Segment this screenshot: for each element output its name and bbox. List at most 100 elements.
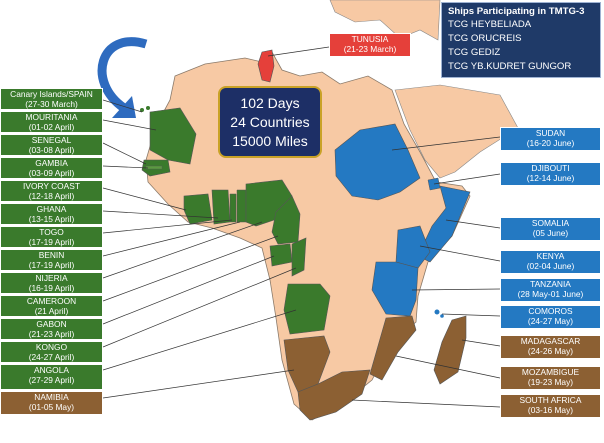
- label-name: KENYA: [536, 251, 565, 261]
- benin-region: [236, 189, 247, 223]
- tanzania-region: [371, 261, 419, 317]
- label-dates: (03-16 May): [527, 405, 574, 415]
- stats-panel: 102 Days 24 Countries 15000 Miles: [218, 86, 322, 158]
- label-dates: (19-23 May): [527, 377, 574, 387]
- label-name: CAMEROON: [26, 296, 77, 306]
- route-arrow: [97, 37, 148, 112]
- label-dates: (24-26 May): [527, 346, 574, 356]
- label-dates: (12-14 June): [526, 173, 575, 183]
- label-ivory-coast: IVORY COAST (12-18 April): [0, 180, 103, 202]
- label-namibia: NAMIBIA (01-05 May): [0, 391, 103, 415]
- label-kenya: KENYA (02-04 June): [500, 250, 601, 274]
- stats-countries: 24 Countries: [230, 114, 310, 130]
- kenya-region: [395, 225, 431, 269]
- leader-lines: [102, 46, 501, 408]
- label-mozambique: MOZAMBIGUE (19-23 May): [500, 366, 601, 390]
- gambia-region: [145, 165, 163, 170]
- label-name: ANGOLA: [34, 365, 69, 375]
- canary-island: [140, 108, 144, 112]
- label-name: IVORY COAST: [23, 181, 80, 191]
- label-angola: ANGOLA (27-29 April): [0, 364, 103, 390]
- label-nigeria: NIJERIA (16-19 April): [0, 272, 103, 294]
- label-dates: (02-04 June): [526, 261, 575, 271]
- label-sudan: SUDAN (16-20 June): [500, 127, 601, 151]
- sudan-region: [334, 123, 421, 201]
- label-canary: Canary Islands/SPAIN (27-30 March): [0, 88, 103, 110]
- ship-name: TCG GEDIZ: [448, 47, 501, 58]
- label-dates: (17-19 April): [28, 237, 75, 247]
- label-name: NAMIBIA: [34, 392, 69, 402]
- label-dates: (17-19 April): [28, 260, 75, 270]
- comoros-island: [434, 309, 440, 315]
- label-dates: (05 June): [532, 228, 569, 238]
- kongo-region: [291, 237, 307, 277]
- label-name: SUDAN: [535, 128, 566, 138]
- label-name: MOZAMBIGUE: [521, 367, 580, 377]
- label-dates: (24-27 May): [527, 316, 574, 326]
- label-ghana: GHANA (13-15 April): [0, 203, 103, 225]
- label-name: MADAGASCAR: [520, 336, 581, 346]
- label-comoros: COMOROS (24-27 May): [500, 305, 601, 329]
- label-dates: (13-15 April): [28, 214, 75, 224]
- label-name: GHANA: [36, 204, 67, 214]
- label-dates: (01-02 April): [28, 122, 75, 132]
- stats-miles: 15000 Miles: [232, 133, 308, 149]
- label-gambia: GAMBIA (03-09 April): [0, 157, 103, 179]
- stats-days: 102 Days: [240, 95, 300, 111]
- label-name: TANZANIA: [530, 279, 571, 289]
- label-togo: TOGO (17-19 April): [0, 226, 103, 248]
- label-dates: (28 May-01 June): [517, 289, 584, 299]
- gabon-region: [269, 243, 293, 267]
- ships-panel: Ships Participating in TMTG-3 TCG HEYBEL…: [441, 2, 601, 78]
- ships-title: Ships Participating in TMTG-3: [448, 6, 585, 17]
- angola-region: [283, 283, 331, 335]
- ivory-coast-region: [183, 193, 213, 225]
- label-dates: (12-18 April): [28, 191, 75, 201]
- label-tunisia: TUNUSIA (21-23 March): [329, 33, 411, 57]
- label-name: SENEGAL: [31, 135, 72, 145]
- label-benin: BENIN (17-19 April): [0, 249, 103, 271]
- label-name: BENIN: [38, 250, 65, 260]
- label-somalia: SOMALIA (05 June): [500, 217, 601, 241]
- comoros-island: [440, 314, 444, 318]
- label-cameroon: CAMEROON (21 April): [0, 295, 103, 317]
- label-dates: (16-20 June): [526, 138, 575, 148]
- ghana-region: [211, 189, 231, 225]
- label-djibouti: DJIBOUTI (12-14 June): [500, 162, 601, 186]
- label-south-africa: SOUTH AFRICA (03-16 May): [500, 394, 601, 418]
- ship-name: TCG HEYBELIADA: [448, 19, 532, 30]
- tunisia-region: [257, 49, 275, 83]
- label-name: TOGO: [39, 227, 64, 237]
- arabia-landmass: [394, 84, 519, 179]
- label-name: NIJERIA: [35, 273, 68, 283]
- label-name: SOMALIA: [531, 218, 570, 228]
- route-arrow-head: [112, 96, 136, 118]
- label-name: MOURITANIA: [25, 112, 78, 122]
- label-senegal: SENEGAL (03-08 April): [0, 134, 103, 156]
- label-name: DJIBOUTI: [531, 163, 570, 173]
- label-dates: (16-19 April): [28, 283, 75, 293]
- label-dates: (03-09 April): [28, 168, 75, 178]
- label-name: Canary Islands/SPAIN: [10, 89, 93, 99]
- mozambique-region: [369, 315, 417, 381]
- label-kongo: KONGO (24-27 April): [0, 341, 103, 363]
- label-dates: (27-29 April): [28, 375, 75, 385]
- label-name: KONGO: [35, 342, 68, 352]
- mauritania-region: [149, 107, 197, 165]
- label-name: GABON: [36, 319, 67, 329]
- canary-island: [146, 106, 150, 110]
- label-name: SOUTH AFRICA: [519, 395, 582, 405]
- label-madagascar: MADAGASCAR (24-26 May): [500, 335, 601, 359]
- south-africa-region: [297, 369, 371, 421]
- label-mauritania: MOURITANIA (01-02 April): [0, 111, 103, 133]
- label-name: TUNUSIA: [351, 34, 389, 44]
- label-dates: (21-23 March): [343, 44, 397, 54]
- label-dates: (27-30 March): [25, 99, 78, 109]
- label-dates: (03-08 April): [28, 145, 75, 155]
- label-dates: (01-05 May): [28, 402, 75, 412]
- label-name: COMOROS: [528, 306, 573, 316]
- ship-name: TCG ORUCREIS: [448, 33, 522, 44]
- togo-region: [229, 193, 237, 223]
- label-dates: (21-23 April): [28, 329, 75, 339]
